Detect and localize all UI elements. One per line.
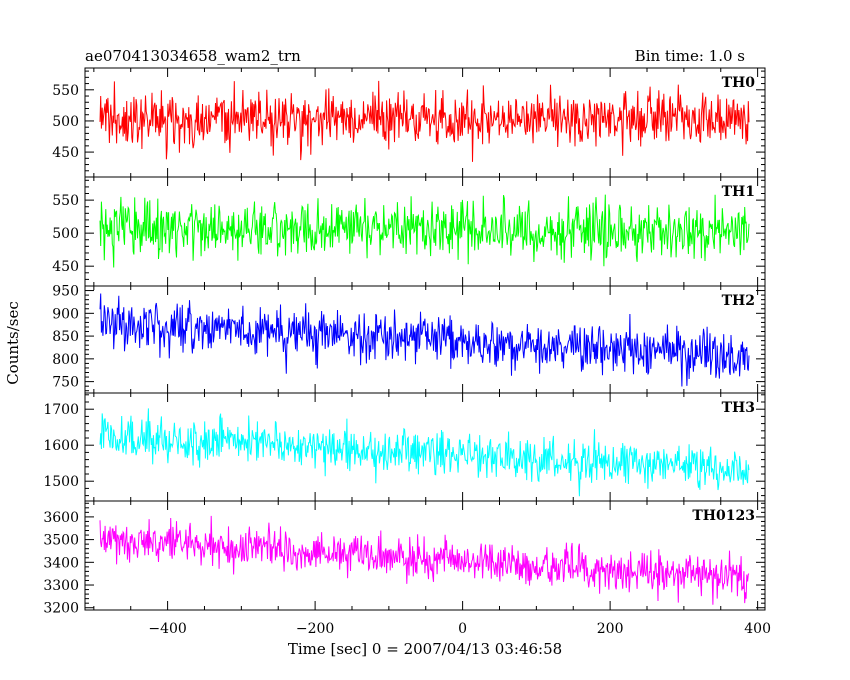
y-tick-label: 3600 bbox=[43, 510, 79, 526]
y-tick-label: 550 bbox=[52, 193, 79, 209]
y-tick-label: 3300 bbox=[43, 578, 79, 594]
y-tick-label: 450 bbox=[52, 259, 79, 275]
y-tick-label: 1700 bbox=[43, 402, 79, 418]
y-tick-label: 500 bbox=[52, 114, 79, 130]
panel-label-th3: TH3 bbox=[722, 400, 755, 416]
x-tick-label: −400 bbox=[148, 621, 186, 637]
y-tick-label: 800 bbox=[52, 352, 79, 368]
panels-group: 450 500 550 TH0 450 500 550 TH1 750 800 850 900 950 T… bbox=[43, 67, 771, 637]
y-tick-label: 3200 bbox=[43, 601, 79, 617]
y-tick-label: 850 bbox=[52, 329, 79, 345]
x-tick-label: 0 bbox=[458, 621, 467, 637]
series-line-th1 bbox=[99, 194, 750, 268]
y-tick-label: 500 bbox=[52, 226, 79, 242]
y-tick-label: 3400 bbox=[43, 555, 79, 571]
y-tick-label: 550 bbox=[52, 83, 79, 99]
panel-label-th0123: TH0123 bbox=[692, 508, 755, 524]
x-tick-label: −200 bbox=[296, 621, 334, 637]
series-line-th0 bbox=[99, 80, 750, 162]
chart-title: ae070413034658_wam2_trn bbox=[85, 47, 301, 65]
y-tick-label: 3500 bbox=[43, 533, 79, 549]
y-tick-label: 950 bbox=[52, 284, 79, 300]
panel-label-th2: TH2 bbox=[722, 293, 755, 309]
y-tick-label: 1500 bbox=[43, 474, 79, 490]
bin-time-label: Bin time: 1.0 s bbox=[635, 47, 745, 65]
y-tick-label: 1600 bbox=[43, 438, 79, 454]
y-tick-label: 900 bbox=[52, 306, 79, 322]
y-axis-label: Counts/sec bbox=[4, 301, 22, 385]
y-tick-label: 750 bbox=[52, 375, 79, 391]
x-axis-label: Time [sec] 0 = 2007/04/13 03:46:58 bbox=[288, 640, 562, 658]
series-line-th2 bbox=[99, 293, 750, 387]
panel-label-th0: TH0 bbox=[722, 75, 756, 91]
panel-label-th1: TH1 bbox=[722, 184, 755, 200]
panel-frame bbox=[84, 500, 766, 611]
series-line-th3 bbox=[99, 408, 750, 497]
y-tick-label: 450 bbox=[52, 145, 79, 161]
x-tick-label: 200 bbox=[597, 621, 624, 637]
x-tick-label: 400 bbox=[744, 621, 771, 637]
series-line-th0123 bbox=[99, 515, 750, 605]
